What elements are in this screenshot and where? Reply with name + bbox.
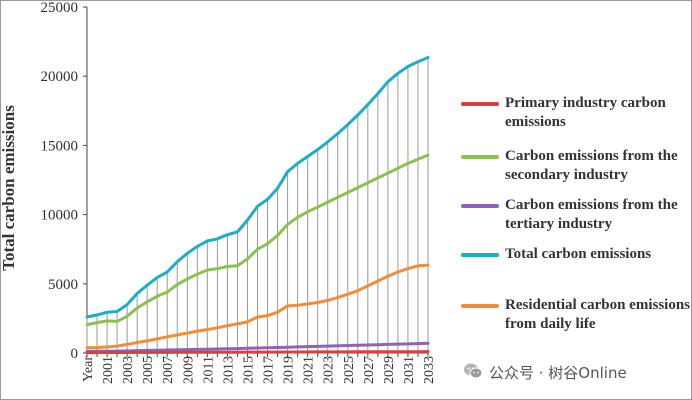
series-line-secondary [85, 153, 430, 327]
x-tick-label: 2001 [101, 356, 116, 384]
y-tick-label: 25000 [41, 0, 79, 16]
x-tick-label: 2007 [161, 356, 176, 384]
x-tick-label: 2031 [402, 356, 417, 384]
x-tick-label: 2005 [141, 356, 156, 384]
x-tick-label: 2023 [322, 356, 337, 384]
legend-swatch-tertiary [461, 204, 499, 208]
x-tick-label: 2009 [181, 356, 196, 384]
x-tick-label: 2027 [362, 356, 377, 384]
legend-swatch-secondary [461, 155, 499, 159]
legend-swatch-primary [461, 102, 499, 106]
y-tick-label: 5000 [48, 277, 78, 293]
x-tick-label: Year [81, 356, 96, 382]
x-tick-label: 2017 [262, 356, 277, 384]
y-axis-title: Total carbon emissions [0, 105, 18, 271]
wechat-icon [464, 363, 483, 379]
x-tick-label: 2029 [382, 356, 397, 384]
legend-label-primary: Primary industry carbon emissions [505, 95, 666, 130]
x-tick-label: 2025 [342, 356, 357, 384]
x-tick-label: 2033 [422, 356, 437, 384]
legend-label-tertiary: Carbon emissions from the tertiary indus… [505, 197, 678, 232]
x-tick-label: 2021 [302, 356, 317, 384]
series-line-tertiary [85, 341, 430, 353]
y-tick-label: 10000 [41, 208, 79, 224]
x-tick-label: 2003 [121, 356, 136, 384]
legend-label-secondary: Carbon emissions from the secondary indu… [505, 148, 678, 183]
series-line-primary [85, 350, 430, 355]
x-tick-label: 2019 [282, 356, 297, 384]
legend-swatch-total [461, 253, 499, 257]
watermark-text: 公众号 · 树谷Online [489, 364, 627, 382]
legend-label-total: Total carbon emissions [505, 246, 652, 262]
x-tick-label: 2015 [241, 356, 256, 384]
series-line-total [85, 56, 430, 319]
y-tick-label: 15000 [41, 138, 79, 154]
legend-swatch-residential [461, 304, 499, 308]
x-tick-label: 2011 [201, 356, 216, 383]
legend-label-residential: Residential carbon emissions from daily … [505, 297, 691, 332]
x-tick-label: 2013 [221, 356, 236, 384]
series-line-residential [85, 263, 430, 350]
y-tick-label: 20000 [41, 69, 79, 85]
y-tick-label: 0 [71, 346, 79, 362]
